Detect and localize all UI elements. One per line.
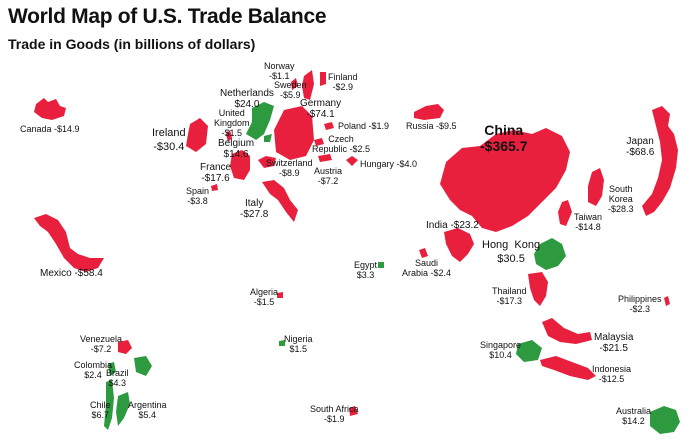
country-shape-saudi-arabia xyxy=(419,248,428,258)
label-hong-kong: Hong Kong $30.5 xyxy=(482,239,541,265)
label-spain: Spain -$3.8 xyxy=(186,186,210,206)
label-brazil: Brazil $4.3 xyxy=(106,368,129,388)
country-shape-switzerland xyxy=(258,156,276,168)
label-canada: Canada -$14.9 xyxy=(20,124,80,134)
label-australia: Australia $14.2 xyxy=(616,406,652,426)
country-shape-india xyxy=(444,228,474,262)
country-shape-canada xyxy=(34,98,66,120)
label-finland: Finland -$2.9 xyxy=(328,72,358,92)
country-shape-germany xyxy=(274,106,314,160)
label-indonesia: Indonesia -$12.5 xyxy=(592,364,632,384)
label-germany: Germany -$74.1 xyxy=(300,98,342,120)
country-shape-france xyxy=(230,150,250,180)
country-shape-austria xyxy=(318,154,332,162)
label-chile: Chile $6.7 xyxy=(90,400,111,420)
country-shape-philippines xyxy=(664,296,670,306)
map-subtitle: Trade in Goods (in billions of dollars) xyxy=(8,36,256,52)
country-shape-united-kingdom xyxy=(226,130,232,142)
country-shape-egypt xyxy=(378,262,384,268)
country-shape-belgium xyxy=(264,134,272,142)
country-shape-russia xyxy=(414,104,444,120)
country-shape-argentina xyxy=(116,392,130,426)
country-shape-italy xyxy=(262,180,298,222)
label-south-korea: South Korea -$28.3 xyxy=(608,184,634,214)
label-mexico: Mexico -$58.4 xyxy=(40,268,103,279)
country-shape-china xyxy=(440,128,570,232)
label-belgium: Belgium $14.6 xyxy=(218,138,255,160)
country-shape-japan xyxy=(642,106,678,216)
country-shape-australia xyxy=(650,406,680,434)
country-shape-poland xyxy=(324,122,334,130)
label-malaysia: Malaysia -$21.5 xyxy=(594,332,634,354)
label-philippines: Philippines -$2.3 xyxy=(618,294,662,314)
country-shape-nigeria xyxy=(279,340,285,346)
country-shape-mexico xyxy=(34,214,104,272)
label-russia: Russia -$9.5 xyxy=(406,121,457,131)
country-shape-south-korea xyxy=(588,168,604,206)
country-shape-colombia xyxy=(108,362,116,376)
country-shape-finland xyxy=(320,72,326,86)
map-title: World Map of U.S. Trade Balance xyxy=(8,5,327,28)
label-venezuela: Venezuela -$7.2 xyxy=(80,334,123,354)
label-ireland: Ireland -$30.4 xyxy=(152,127,186,153)
country-shape-czech-republic xyxy=(314,138,324,146)
country-shape-malaysia xyxy=(542,318,592,344)
label-south-africa: South Africa -$1.9 xyxy=(310,404,359,424)
label-egypt: Egypt $3.3 xyxy=(354,260,378,280)
label-czech-republic: Czech Republic -$2.5 xyxy=(312,134,371,154)
label-singapore: Singapore $10.4 xyxy=(480,340,522,360)
label-taiwan: Taiwan -$14.8 xyxy=(574,212,603,232)
country-shape-south-africa xyxy=(349,406,358,416)
country-shape-norway xyxy=(291,78,298,90)
country-shape-taiwan xyxy=(558,200,572,226)
label-sweden: Sweden -$5.9 xyxy=(274,80,307,100)
country-shape-thailand xyxy=(528,272,548,306)
label-india: India -$23.2 xyxy=(426,220,479,231)
label-france: France -$17.6 xyxy=(200,162,232,184)
country-shape-venezuela xyxy=(118,340,132,354)
country-shape-brazil xyxy=(134,356,152,376)
label-nigeria: Nigeria $1.5 xyxy=(284,334,313,354)
label-colombia: Colombia $2.4 xyxy=(74,360,113,380)
label-algeria: Algeria -$1.5 xyxy=(250,287,279,307)
label-argentina: Argentina $5.4 xyxy=(128,400,167,420)
label-thailand: Thailand -$17.3 xyxy=(492,286,527,306)
country-shape-hungary xyxy=(346,156,358,166)
country-shape-ireland xyxy=(186,118,208,152)
label-hungary: Hungary -$4.0 xyxy=(360,159,418,169)
country-shape-sweden xyxy=(302,70,314,100)
country-shape-chile xyxy=(104,380,114,430)
label-netherlands: Netherlands $24.0 xyxy=(220,88,274,110)
country-shape-netherlands xyxy=(246,102,274,140)
country-shape-indonesia xyxy=(540,356,596,380)
label-poland: Poland -$1.9 xyxy=(338,121,390,131)
label-norway: Norway -$1.1 xyxy=(264,61,295,81)
country-shape-algeria xyxy=(277,292,283,298)
label-japan: Japan -$68.6 xyxy=(626,136,655,158)
country-shape-hong-kong xyxy=(534,238,566,270)
label-united-kingdom: United Kingdom -$1.5 xyxy=(214,108,250,138)
country-shape-singapore xyxy=(516,340,542,362)
label-austria: Austria -$7.2 xyxy=(314,166,343,186)
label-switzerland: Switzerland -$8.9 xyxy=(266,158,313,178)
label-italy: Italy -$27.8 xyxy=(240,198,269,220)
country-shape-spain xyxy=(211,184,218,191)
label-china: China -$365.7 xyxy=(480,122,528,154)
label-saudi-arabia: Saudi Arabia -$2.4 xyxy=(402,258,452,278)
